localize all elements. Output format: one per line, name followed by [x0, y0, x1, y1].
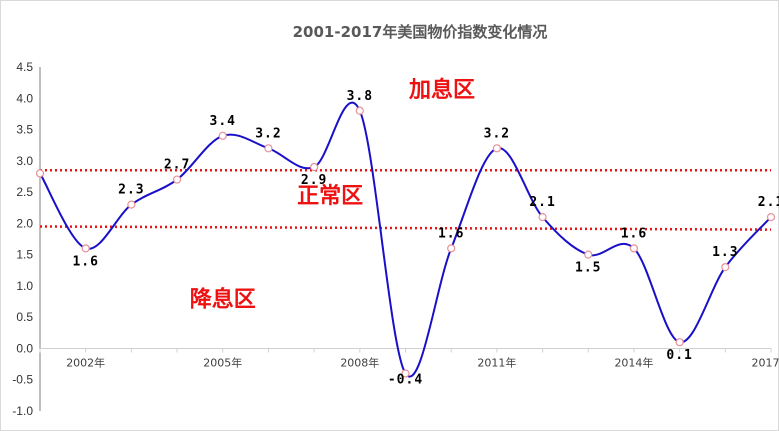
data-label: 1.6 — [438, 226, 464, 241]
data-label: 3.2 — [484, 126, 510, 141]
y-tick-label: 4.0 — [16, 91, 33, 105]
zone-label: 加息区 — [408, 77, 475, 103]
data-label: 2.1 — [758, 195, 779, 210]
data-label: 1.3 — [712, 245, 738, 260]
data-point — [766, 213, 776, 222]
y-tick-label: 4.5 — [16, 60, 33, 74]
data-label: 2.3 — [118, 183, 144, 198]
data-point — [584, 250, 593, 259]
data-point — [35, 169, 45, 178]
x-tick-label: 2011年 — [477, 355, 516, 369]
data-point — [81, 244, 90, 253]
data-point — [721, 263, 730, 272]
chart-title: 2001-2017年美国物价指数变化情况 — [293, 23, 548, 41]
data-label: 1.5 — [575, 261, 601, 276]
data-point — [127, 200, 136, 209]
data-point — [629, 244, 639, 253]
data-point — [218, 131, 227, 140]
zone-label: 正常区 — [297, 183, 363, 209]
data-label: 2.1 — [529, 195, 555, 210]
data-label: -0.4 — [388, 372, 423, 387]
axes: -1.0 -0.5 0.0 0.5 1.0 1.5 2.0 2.5 3.0 3.5 4.0 4.5 20… — [12, 60, 779, 418]
x-tick-label: 2017年 — [752, 355, 779, 369]
x-tick-label: 2005年 — [203, 355, 242, 369]
reference-lines — [39, 168, 772, 231]
data-labels: 1.6 2.3 2.7 3.4 3.2 2.9 3.8 -0.4 1.6 3.2 2.1 1.5 1.6… — [72, 89, 779, 388]
reference-line — [39, 225, 772, 231]
y-tick-label: 3.0 — [16, 154, 33, 168]
y-tick-label: 0.5 — [16, 310, 33, 324]
data-point — [447, 244, 456, 253]
data-point — [538, 213, 547, 222]
data-label: 2.9 — [301, 173, 327, 188]
data-label: 1.6 — [621, 226, 647, 241]
data-point — [401, 369, 410, 378]
y-tick-label: 2.0 — [16, 216, 33, 230]
data-point — [264, 144, 273, 153]
y-tick-label: 1.5 — [16, 248, 33, 262]
data-markers — [35, 106, 776, 378]
x-tick-label: 2002年 — [66, 355, 105, 369]
y-tick-label: 1.0 — [16, 279, 33, 293]
data-point — [172, 175, 182, 184]
series-line — [39, 101, 772, 378]
data-label: 0.1 — [666, 348, 692, 363]
y-tick-label: 3.5 — [16, 123, 33, 137]
data-point — [310, 162, 319, 172]
y-tick-label: -0.5 — [12, 373, 33, 387]
zone-label: 降息区 — [190, 286, 256, 312]
x-tick-label: 2014年 — [614, 355, 653, 369]
data-label: 3.8 — [347, 89, 373, 104]
data-point — [675, 338, 684, 347]
y-tick-label: -1.0 — [12, 404, 33, 418]
data-label: 3.4 — [210, 114, 236, 129]
y-tick-label: 0.0 — [16, 341, 33, 355]
data-label: 1.6 — [72, 254, 98, 269]
data-point — [492, 144, 501, 153]
y-tick-label: 2.5 — [16, 185, 33, 199]
x-tick-label: 2008年 — [340, 355, 379, 369]
data-label: 3.2 — [255, 126, 281, 141]
data-label: 2.7 — [164, 158, 190, 173]
data-point — [355, 106, 364, 115]
